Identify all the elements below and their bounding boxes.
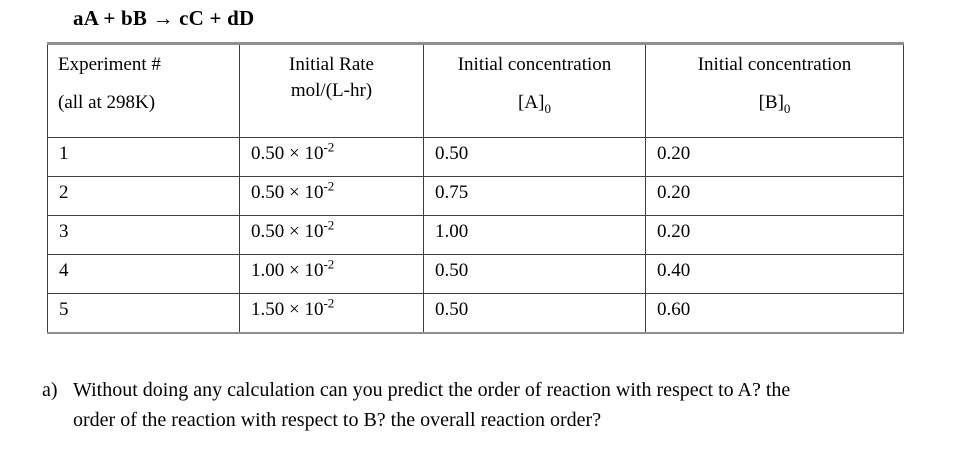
table-row: 2 0.50 × 10-2 0.75 0.20 [47, 176, 904, 216]
header-initial-rate-line1: Initial Rate [289, 54, 374, 75]
header-experiment-line2: (all at 298K) [58, 92, 156, 113]
header-concentration-b-symbol: [B]0 [758, 92, 791, 116]
initial-rate-cell: 0.50 × 10-2 [239, 176, 424, 216]
question-a: a) Without doing any calculation can you… [42, 375, 972, 435]
question-label: a) [42, 379, 58, 401]
header-experiment-line1: Experiment # [58, 54, 161, 75]
header-initial-rate: Initial Rate mol/(L-hr) [239, 42, 424, 138]
concentration-a-cell: 0.50 [423, 293, 646, 334]
table-row: 5 1.50 × 10-2 0.50 0.60 [47, 293, 904, 334]
concentration-b-cell: 0.20 [645, 176, 904, 216]
concentration-a-cell: 1.00 [423, 215, 646, 255]
experiment-number-cell: 2 [47, 176, 240, 216]
experiment-number-cell: 1 [47, 137, 240, 177]
header-concentration-a-line1: Initial concentration [457, 54, 612, 75]
concentration-b-cell: 0.20 [645, 137, 904, 177]
concentration-b-cell: 0.40 [645, 254, 904, 294]
table-header-row: Experiment # (all at 298K) Initial Rate … [47, 42, 904, 138]
table-row: 3 0.50 × 10-2 1.00 0.20 [47, 215, 904, 255]
initial-rate-cell: 1.00 × 10-2 [239, 254, 424, 294]
table-row: 1 0.50 × 10-2 0.50 0.20 [47, 137, 904, 177]
header-experiment: Experiment # (all at 298K) [47, 42, 240, 138]
concentration-b-cell: 0.60 [645, 293, 904, 334]
kinetics-data-table: Experiment # (all at 298K) Initial Rate … [47, 42, 904, 334]
question-text: Without doing any calculation can you pr… [73, 379, 791, 431]
header-concentration-a-symbol: [A]0 [518, 92, 551, 116]
initial-rate-cell: 1.50 × 10-2 [239, 293, 424, 334]
concentration-b-cell: 0.20 [645, 215, 904, 255]
reaction-equation: aA + bB → cC + dD [73, 6, 255, 30]
concentration-a-cell: 0.75 [423, 176, 646, 216]
header-concentration-a: Initial concentration [A]0 [423, 42, 646, 138]
initial-rate-cell: 0.50 × 10-2 [239, 137, 424, 177]
experiment-number-cell: 3 [47, 215, 240, 255]
experiment-number-cell: 4 [47, 254, 240, 294]
header-concentration-b-line1: Initial concentration [697, 54, 852, 75]
table-row: 4 1.00 × 10-2 0.50 0.40 [47, 254, 904, 294]
concentration-a-cell: 0.50 [423, 254, 646, 294]
concentration-a-cell: 0.50 [423, 137, 646, 177]
header-concentration-b: Initial concentration [B]0 [645, 42, 904, 138]
initial-rate-cell: 0.50 × 10-2 [239, 215, 424, 255]
header-initial-rate-units: mol/(L-hr) [290, 80, 373, 101]
experiment-number-cell: 5 [47, 293, 240, 334]
